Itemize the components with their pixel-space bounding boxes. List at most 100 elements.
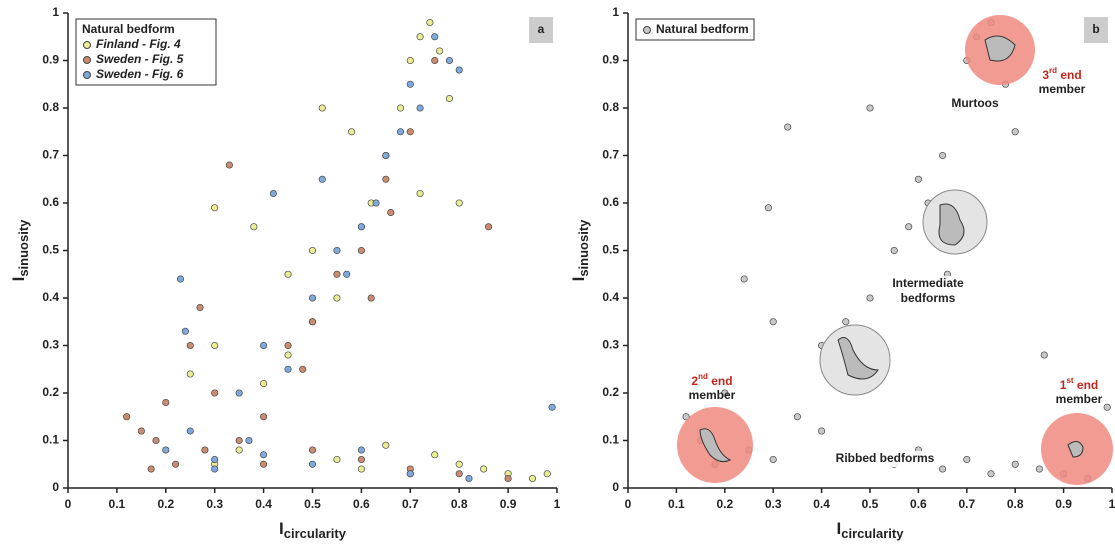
x-tick-label: 0.3 (765, 497, 782, 511)
data-point (260, 460, 268, 468)
data-point (152, 436, 160, 445)
x-tick-label: 0.4 (255, 497, 272, 511)
x-axis-label: Icircularity (837, 519, 905, 541)
x-tick-label: 0.9 (1055, 497, 1072, 511)
data-point (333, 270, 341, 278)
data-point (348, 128, 356, 136)
data-point (186, 427, 194, 435)
data-point (269, 189, 277, 198)
y-tick-label: 0.4 (42, 290, 59, 304)
y-axis-label-main: I (9, 277, 28, 282)
data-point (318, 104, 326, 112)
x-tick-label: 0.2 (157, 497, 174, 511)
panel: 0 0.1 0.2 0.3 0.4 0.5 0.6 0.7 0.8 0.9 1 0 0.1 0.2 0.3 0… (9, 5, 560, 541)
data-point (431, 451, 439, 459)
y-tick-label: 0.5 (602, 243, 619, 257)
data-point (357, 465, 365, 473)
panel-label-box (1084, 17, 1108, 43)
x-axis-label-sub: circularity (841, 526, 904, 541)
legend-marker (83, 56, 91, 64)
data-point (162, 398, 170, 407)
data-point (211, 341, 219, 350)
data-point (245, 436, 253, 445)
data-point (284, 351, 292, 359)
x-tick-label: 0.7 (958, 497, 975, 511)
annotation-bg (837, 451, 933, 467)
y-axis-label: Isinuosity (569, 219, 591, 282)
x-tick-label: 0.7 (402, 497, 419, 511)
bedform-icon (938, 203, 965, 246)
y-tick-label: 0.3 (602, 338, 619, 352)
y-tick-label: 0 (612, 480, 619, 494)
data-point (260, 341, 268, 350)
data-point (308, 294, 317, 302)
x-tick-label: 1 (554, 497, 561, 511)
data-point (406, 56, 414, 65)
x-tick-label: 0.1 (109, 497, 126, 511)
annotation: Murtoos (951, 96, 999, 110)
data-point (963, 455, 971, 464)
data-point (721, 389, 729, 397)
data-point (939, 465, 947, 473)
bedform-icon (699, 428, 732, 463)
data-point (445, 94, 453, 103)
data-point (416, 104, 424, 112)
data-point (357, 446, 365, 454)
annotation-bg (927, 96, 1023, 112)
bedform-icon (1067, 441, 1084, 458)
panel-label: a (538, 22, 545, 36)
data-point (211, 455, 219, 464)
data-point (396, 104, 405, 112)
data-point (308, 318, 317, 326)
data-point (784, 123, 792, 131)
data-point (201, 446, 209, 454)
end-member-sup: rd (1049, 66, 1057, 75)
x-tick-label: 1 (1109, 497, 1115, 511)
data-point (793, 413, 801, 421)
data-point (455, 470, 463, 478)
data-point (382, 175, 390, 183)
x-tick-label: 0.9 (500, 497, 517, 511)
data-point (548, 403, 556, 411)
data-point (162, 446, 170, 454)
panel-label: b (1092, 22, 1099, 36)
x-tick-label: 0.5 (304, 497, 321, 511)
y-tick-label: 0.7 (42, 148, 59, 162)
data-point (333, 455, 341, 464)
x-tick-label: 0.8 (1007, 497, 1024, 511)
end-member-number: 1 (1060, 378, 1067, 392)
end-member-label: 1st end (1060, 376, 1098, 392)
x-tick-label: 0.4 (813, 497, 830, 511)
end-member-label: member (1039, 82, 1086, 96)
y-tick-label: 0.8 (602, 100, 619, 114)
end-member-label: member (1056, 392, 1103, 406)
data-point (445, 56, 453, 65)
data-point (1040, 351, 1048, 359)
data-point (211, 204, 219, 212)
y-axis-label-main: I (569, 277, 588, 282)
legend-marker (643, 26, 651, 34)
end-member-text: end (1074, 378, 1099, 392)
data-point (299, 365, 307, 373)
data-point (367, 294, 375, 302)
data-point (284, 341, 292, 350)
data-point (137, 427, 145, 435)
data-point (260, 413, 268, 421)
x-tick-label: 0.5 (862, 497, 879, 511)
data-point (528, 474, 537, 483)
data-point (387, 208, 395, 217)
data-point (431, 33, 439, 41)
data-point (740, 275, 748, 283)
x-tick-label: 0.6 (910, 497, 927, 511)
y-tick-label: 0.9 (42, 53, 59, 67)
data-point (769, 455, 777, 464)
x-tick-label: 0 (625, 497, 632, 511)
data-point (357, 223, 365, 231)
data-point (333, 294, 341, 302)
legend-label: Sweden - Fig. 6 (96, 67, 184, 81)
data-point (406, 128, 414, 136)
end-member-text: end (708, 374, 733, 388)
end-member-text: end (1057, 68, 1082, 82)
data-point (1103, 403, 1111, 411)
